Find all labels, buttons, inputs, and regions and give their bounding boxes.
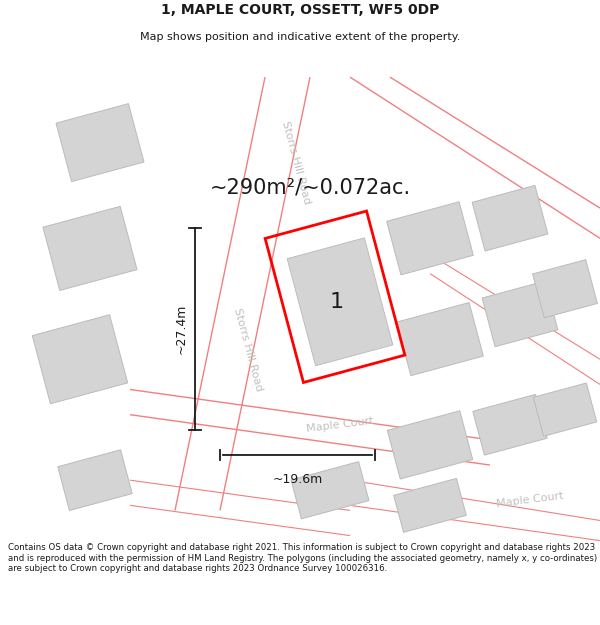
Polygon shape bbox=[58, 450, 132, 511]
Polygon shape bbox=[32, 315, 128, 404]
Text: Contains OS data © Crown copyright and database right 2021. This information is : Contains OS data © Crown copyright and d… bbox=[8, 543, 597, 573]
Polygon shape bbox=[388, 411, 473, 479]
Polygon shape bbox=[56, 104, 144, 182]
Polygon shape bbox=[482, 281, 558, 347]
Polygon shape bbox=[397, 302, 484, 376]
Text: Maple Court: Maple Court bbox=[306, 416, 374, 434]
Polygon shape bbox=[533, 259, 598, 318]
Polygon shape bbox=[394, 478, 466, 532]
Text: Storrs Hill Road: Storrs Hill Road bbox=[280, 120, 312, 206]
Polygon shape bbox=[473, 394, 547, 455]
Polygon shape bbox=[472, 186, 548, 251]
Polygon shape bbox=[43, 206, 137, 291]
Text: Maple Court: Maple Court bbox=[496, 491, 564, 509]
Text: 1, MAPLE COURT, OSSETT, WF5 0DP: 1, MAPLE COURT, OSSETT, WF5 0DP bbox=[161, 3, 439, 18]
Polygon shape bbox=[386, 202, 473, 275]
Polygon shape bbox=[287, 238, 393, 366]
Text: Storrs Hill Road: Storrs Hill Road bbox=[232, 306, 264, 392]
Text: ~27.4m: ~27.4m bbox=[175, 304, 187, 354]
Text: Map shows position and indicative extent of the property.: Map shows position and indicative extent… bbox=[140, 31, 460, 41]
Text: ~19.6m: ~19.6m bbox=[272, 473, 323, 486]
Text: ~290m²/~0.072ac.: ~290m²/~0.072ac. bbox=[209, 178, 410, 198]
Polygon shape bbox=[533, 383, 597, 436]
Text: 1: 1 bbox=[330, 292, 344, 312]
Polygon shape bbox=[291, 462, 369, 519]
